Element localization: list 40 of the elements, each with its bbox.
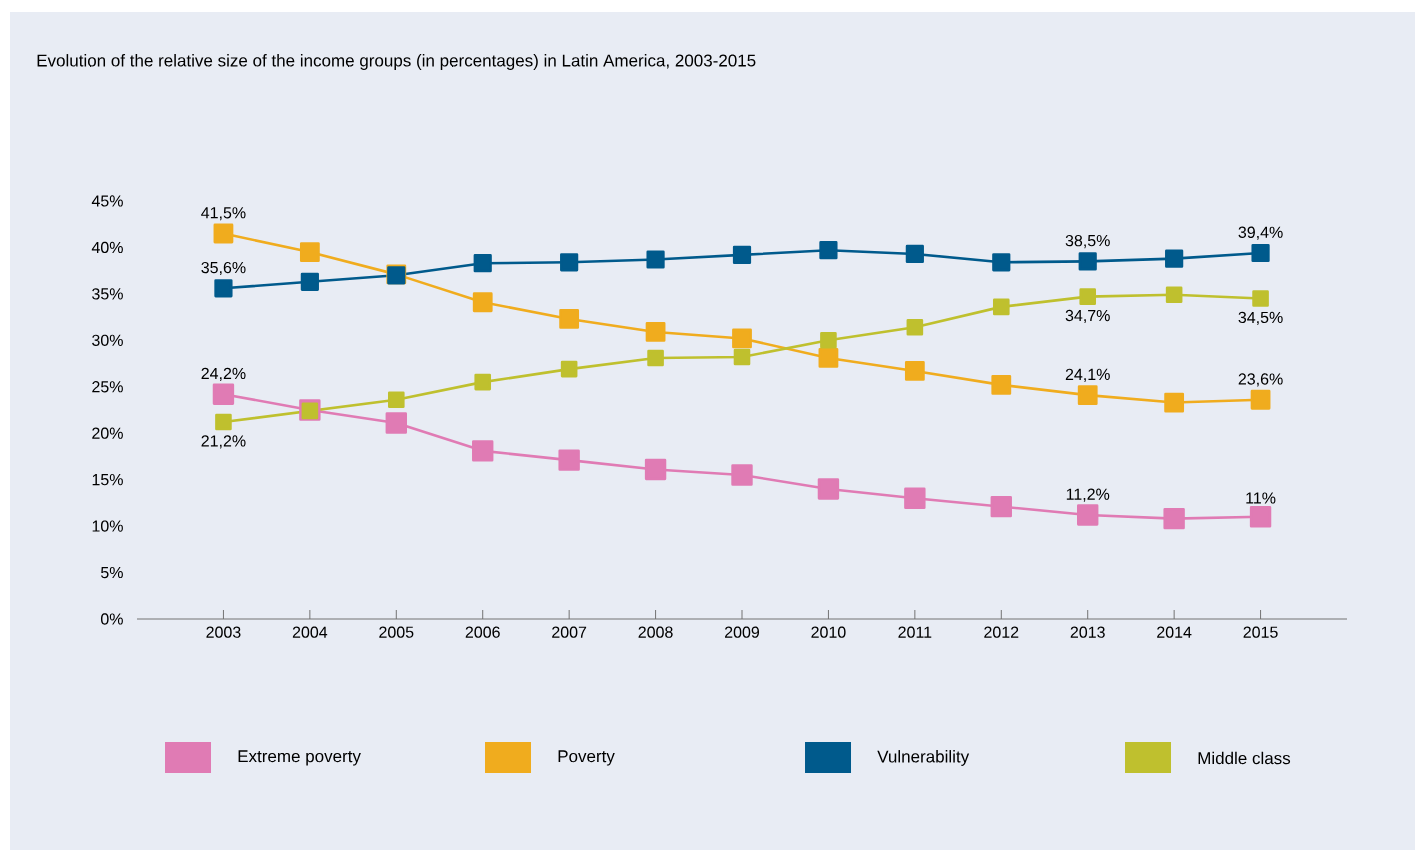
data-label: 23,6% — [1238, 373, 1283, 387]
y-tick-label: 15% — [92, 474, 123, 486]
legend-label: Extreme poverty — [238, 750, 361, 766]
data-label: 24,1% — [1065, 368, 1110, 382]
legend-label: Poverty — [558, 750, 615, 766]
x-tick-label: 2003 — [206, 626, 241, 638]
y-tick-label: 20% — [92, 427, 123, 439]
x-tick-label: 2007 — [552, 626, 587, 638]
data-label: 24,2% — [201, 367, 246, 381]
data-label: 11% — [1246, 492, 1276, 504]
legend-label: Middle class — [1198, 751, 1291, 765]
y-tick-label: 10% — [92, 520, 123, 532]
legend-label: Vulnerability — [877, 750, 970, 766]
data-label: 21,2% — [201, 435, 246, 449]
x-tick-label: 2009 — [725, 626, 760, 638]
data-label: 39,4% — [1238, 226, 1283, 240]
y-tick-label: 0% — [100, 613, 123, 625]
y-tick-label: 25% — [92, 381, 123, 393]
data-label: 34,7% — [1065, 309, 1110, 324]
y-tick-label: 40% — [91, 241, 123, 254]
y-tick-label: 35% — [92, 288, 123, 300]
x-tick-label: 2013 — [1070, 626, 1105, 638]
y-tick-label: 30% — [92, 334, 123, 346]
x-tick-label: 2006 — [465, 626, 500, 638]
data-label: 34,5% — [1238, 311, 1283, 325]
x-tick-label: 2005 — [379, 626, 414, 638]
y-tick-label: 5% — [101, 566, 123, 579]
y-tick-label: 45% — [91, 195, 123, 207]
x-tick-label: 2008 — [638, 626, 673, 638]
data-label: 11,2% — [1066, 488, 1110, 502]
x-tick-label: 2011 — [898, 626, 932, 638]
x-tick-label: 2014 — [1157, 626, 1192, 638]
chart-title: Evolution of the relative size of the income groups (in percentages) in Latin America, 2003-2015 — [37, 54, 756, 70]
x-tick-label: 2015 — [1243, 626, 1278, 638]
data-label: 35,6% — [201, 261, 246, 276]
data-label: 41,5% — [201, 207, 246, 221]
x-tick-label: 2004 — [292, 626, 328, 638]
x-tick-label: 2012 — [984, 626, 1019, 638]
data-label: 38,5% — [1065, 234, 1110, 249]
x-tick-label: 2010 — [811, 626, 846, 638]
